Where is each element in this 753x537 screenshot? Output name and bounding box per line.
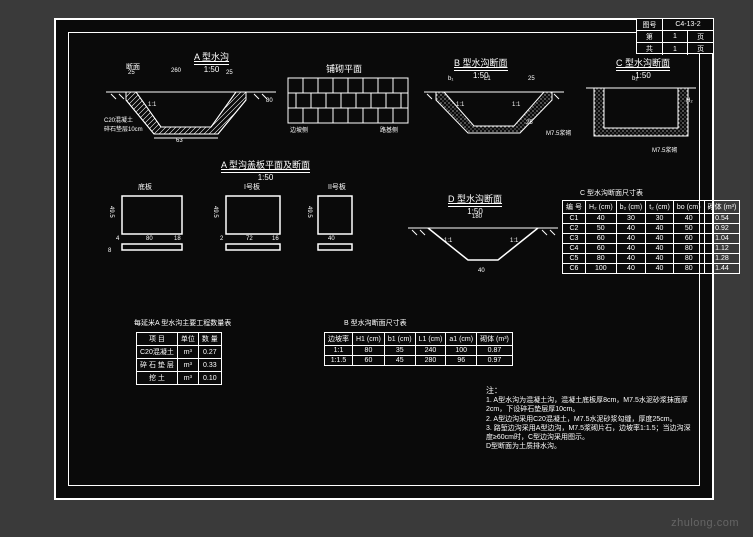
table-row: C2504040500.92 [563, 224, 740, 234]
diagram-slab-0 [116, 194, 192, 254]
drawing-sheet: 图号 C4-13-2 第 1 页 共 1 页 A 型水沟 1:50 断 [54, 18, 714, 500]
tb-drawing-no: C4-13-2 [663, 19, 713, 30]
title-d-cross: D 型水沟断面 1:50 [448, 192, 502, 216]
table-a: 项 目单位数 量 C20混凝土m³0.27碎 石 垫 层m³0.33挖 土m³0… [136, 332, 222, 385]
title-b-cross: B 型水沟断面 1:50 [454, 56, 508, 80]
table-b: 边坡率H1 (cm)b1 (cm)L1 (cm)a1 (cm)砌体 (m³) 1… [324, 332, 513, 366]
diagram-c-cross [586, 78, 696, 143]
title-table-c: C 型水沟断面尺寸表 [580, 188, 643, 198]
title-c-cross: C 型水沟断面 1:50 [616, 56, 670, 80]
table-row: 碎 石 垫 层m³0.33 [137, 359, 222, 372]
title-table-b: B 型水沟断面尺寸表 [344, 318, 407, 328]
table-row: C61004040801.44 [563, 264, 740, 274]
title-table-a: 每延米A 型水沟主要工程数量表 [134, 318, 231, 328]
title-a-plan: 铺砌平面 [326, 62, 362, 75]
table-row: C5804040801.28 [563, 254, 740, 264]
table-row: C1403030400.54 [563, 214, 740, 224]
diagram-d-cross [408, 216, 558, 272]
title-a-cross: A 型水沟 1:50 [194, 50, 229, 74]
diagram-b-cross [424, 78, 564, 140]
table-row: C4604040801.12 [563, 244, 740, 254]
title-block: 图号 C4-13-2 第 1 页 共 1 页 [636, 18, 714, 54]
table-row: C20混凝土m³0.27 [137, 346, 222, 359]
notes: 注： 1. A型水沟为混凝土沟，混凝土底板厚8cm，M7.5水泥砂浆抹面厚2cm… [486, 386, 696, 451]
tb-drawing-no-label: 图号 [637, 19, 663, 30]
table-row: 挖 土m³0.10 [137, 372, 222, 385]
diagram-slab-2 [314, 194, 362, 254]
table-c: 编 号H₂ (cm)b₂ (cm)t₂ (cm)bo (cm)砌体 (m³) C… [562, 200, 740, 274]
table-row: C3604040601.04 [563, 234, 740, 244]
watermark: zhulong.com [671, 517, 739, 529]
table-row: 1:180352401000.87 [325, 346, 513, 356]
table-row: 1:1.56045280960.97 [325, 356, 513, 366]
diagram-slab-1 [220, 194, 290, 254]
title-a-slab: A 型沟盖板平面及断面 1:50 [221, 158, 310, 182]
